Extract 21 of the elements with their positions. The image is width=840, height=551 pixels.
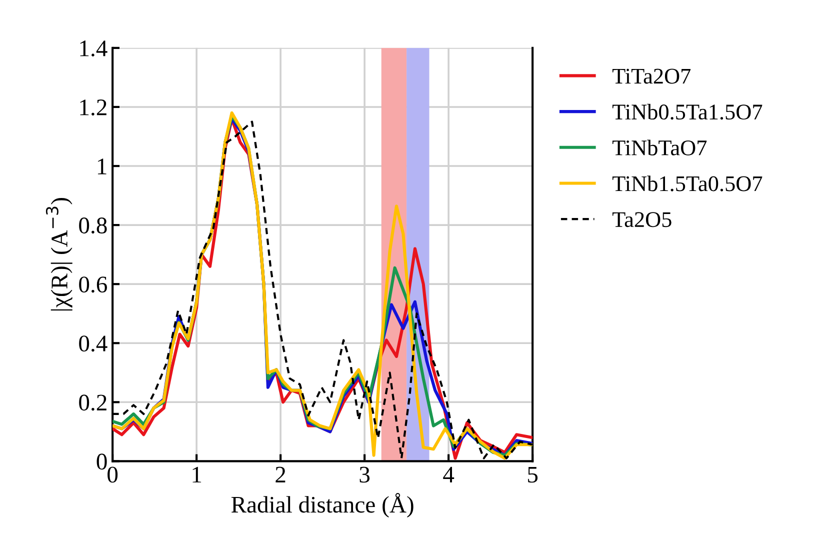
y-tick-label: 0 bbox=[96, 454, 107, 470]
legend-label: TiNbTaO7 bbox=[612, 140, 707, 156]
y-axis-title: |χ(R)| (A$^{−3}$) bbox=[46, 198, 72, 311]
y-tick-label: 1 bbox=[98, 158, 106, 174]
legend-label: Ta2O5 bbox=[612, 212, 672, 228]
legend-label: TiNb1.5Ta0.5O7 bbox=[612, 176, 762, 192]
x-axis-title: Radial distance (Å) bbox=[231, 493, 414, 518]
x-tick-label: 4 bbox=[443, 466, 454, 482]
x-tick-label: 1 bbox=[192, 466, 202, 482]
y-tick-label: 0.8 bbox=[79, 218, 107, 234]
x-tick-label: 0 bbox=[108, 466, 118, 483]
y-tick-label: 0.6 bbox=[79, 276, 107, 293]
y-tick-label: 1.2 bbox=[80, 100, 106, 116]
x-tick-label: 2 bbox=[276, 466, 286, 482]
x-tick-label: 3 bbox=[360, 466, 370, 483]
y-tick-label: 1.4 bbox=[80, 40, 108, 56]
legend-label: TiNb0.5Ta1.5O7 bbox=[612, 104, 762, 120]
legend-label: TiTa2O7 bbox=[612, 68, 691, 84]
y-tick-label: 0.2 bbox=[79, 394, 106, 411]
x-tick-label: 5 bbox=[528, 466, 538, 483]
y-tick-label: 0.4 bbox=[79, 336, 108, 352]
